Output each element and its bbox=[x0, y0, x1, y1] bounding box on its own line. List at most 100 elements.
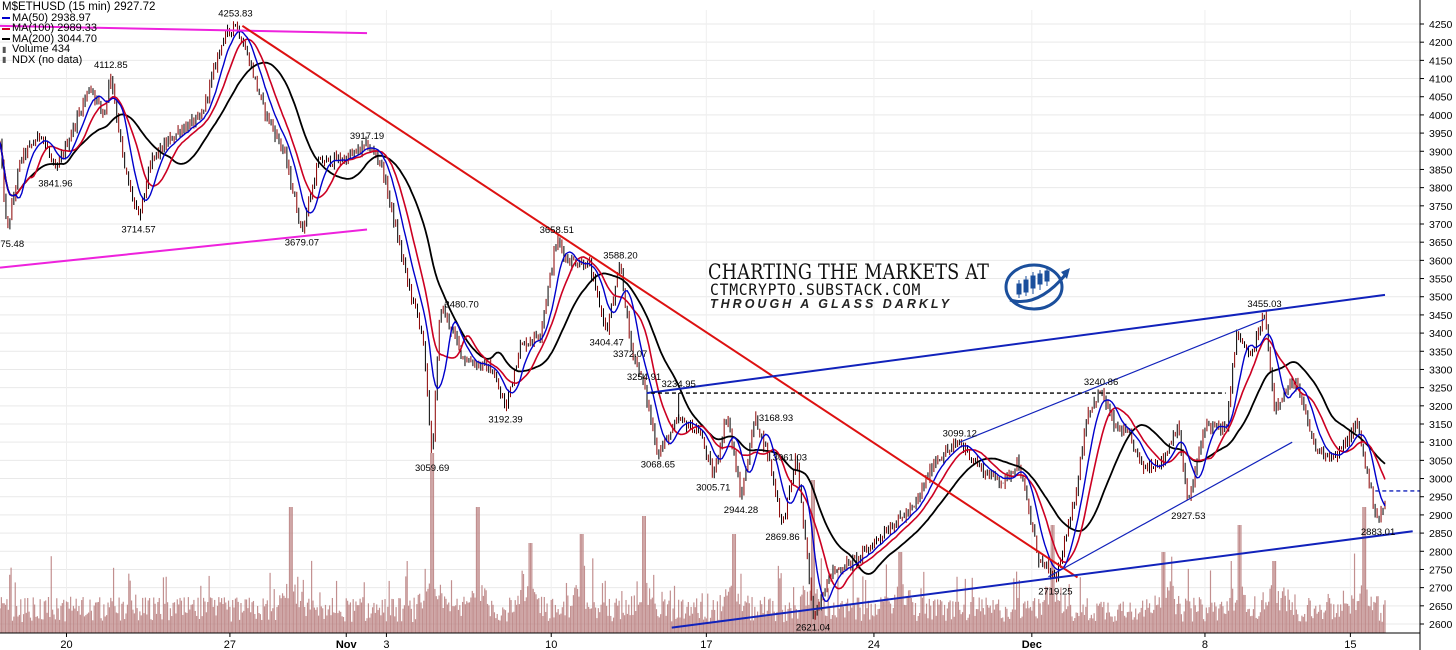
y-tick-label: 3100 bbox=[1429, 437, 1453, 449]
x-axis: 20 27 Nov 3 10 17 24 Dec 8 15 bbox=[0, 632, 1420, 650]
y-tick-label: 2850 bbox=[1429, 528, 1453, 540]
y-tick-label: 3650 bbox=[1429, 237, 1453, 249]
ma50-line bbox=[0, 30, 1386, 603]
watermark-line2: CTMCRYPTO.SUBSTACK.COM bbox=[710, 280, 922, 299]
chart-legend: M$ETHUSD (15 min) 2927.72 MA(50) 2938.97… bbox=[2, 1, 156, 66]
y-tick-label: 2700 bbox=[1429, 583, 1453, 595]
ndx-icon: ▮ bbox=[2, 55, 7, 65]
y-tick-label: 2750 bbox=[1429, 564, 1453, 576]
y-tick-label: 3150 bbox=[1429, 419, 1453, 431]
y-tick-label: 3300 bbox=[1429, 364, 1453, 376]
plot-background bbox=[0, 0, 1420, 650]
price-label: 2944.28 bbox=[724, 505, 758, 516]
price-label: 4253.83 bbox=[218, 9, 252, 20]
price-label: 3841.96 bbox=[38, 178, 72, 189]
price-label: 3168.93 bbox=[759, 413, 793, 424]
legend-title: M$ETHUSD (15 min) 2927.72 bbox=[2, 1, 156, 13]
y-tick-label: 4100 bbox=[1429, 74, 1453, 86]
legend-volume: ▮ Volume 434 bbox=[2, 43, 155, 56]
price-label: 2927.53 bbox=[1171, 511, 1205, 522]
price-label: 3192.39 bbox=[488, 415, 522, 426]
ma200-swatch bbox=[2, 38, 10, 41]
y-tick-label: 3450 bbox=[1429, 310, 1453, 322]
moving-averages bbox=[0, 30, 1386, 603]
y-tick-label: 3000 bbox=[1429, 474, 1453, 486]
trendline-downtrend bbox=[241, 24, 1079, 579]
price-label: 3372.07 bbox=[613, 349, 647, 360]
x-tick-label: 17 bbox=[700, 639, 712, 650]
price-label: 3059.69 bbox=[415, 463, 449, 474]
volume-icon: ▮ bbox=[2, 44, 7, 54]
trendline-rising-channel-top bbox=[959, 318, 1265, 443]
x-tick-label: 3 bbox=[383, 639, 389, 650]
y-tick-label: 2600 bbox=[1429, 619, 1453, 631]
price-label: 2719.25 bbox=[1038, 587, 1072, 598]
ma100-line bbox=[0, 38, 1386, 590]
ma100-swatch bbox=[2, 27, 10, 30]
price-label: 4112.85 bbox=[94, 60, 128, 71]
y-tick-label: 3550 bbox=[1429, 274, 1453, 286]
y-tick-label: 2800 bbox=[1429, 546, 1453, 558]
y-tick-label: 3700 bbox=[1429, 219, 1453, 231]
ma50-swatch bbox=[2, 17, 10, 20]
legend-ma200-label: MA(200) 3044.70 bbox=[12, 32, 97, 45]
trendline-channel-bottom bbox=[671, 530, 1413, 629]
y-tick-label: 3500 bbox=[1429, 292, 1453, 304]
legend-ndx: ▮ NDX (no data) bbox=[2, 54, 155, 66]
x-tick-label: 15 bbox=[1344, 639, 1356, 650]
x-tick-label: 24 bbox=[868, 639, 880, 650]
x-tick-label: 27 bbox=[224, 639, 236, 650]
watermark-line1: CHARTING THE MARKETS AT bbox=[708, 260, 990, 284]
price-label: 2869.86 bbox=[765, 532, 799, 543]
x-tick-label: Nov bbox=[336, 639, 358, 650]
y-tick-label: 3750 bbox=[1429, 201, 1453, 213]
price-label: 3455.03 bbox=[1247, 299, 1281, 310]
watermark-line3: THROUGH A GLASS DARKLY bbox=[710, 297, 952, 311]
x-tick-label: 8 bbox=[1202, 639, 1208, 650]
y-tick-label: 4050 bbox=[1429, 92, 1453, 104]
price-label: 3061.03 bbox=[773, 452, 807, 463]
trendline-rising-channel-bottom bbox=[1048, 441, 1293, 578]
y-tick-label: 3400 bbox=[1429, 328, 1453, 340]
y-tick-label: 3800 bbox=[1429, 183, 1453, 195]
y-tick-label: 4000 bbox=[1429, 110, 1453, 122]
y-tick-label: 2950 bbox=[1429, 492, 1453, 504]
price-label: 3480.70 bbox=[444, 300, 478, 311]
price-label: 3675.48 bbox=[0, 239, 24, 250]
y-tick-label: 4200 bbox=[1429, 37, 1453, 49]
y-tick-label: 3250 bbox=[1429, 383, 1453, 395]
trendline-channel-top bbox=[646, 293, 1386, 395]
y-axis: 2600 2650 2700 2750 2800 2850 2900 2950 3000 3050… bbox=[1419, 0, 1453, 650]
y-tick-label: 3600 bbox=[1429, 255, 1453, 267]
y-tick-label: 2650 bbox=[1429, 601, 1453, 613]
price-label: 3714.57 bbox=[121, 225, 155, 236]
y-tick-label: 3900 bbox=[1429, 146, 1453, 158]
ctm-logo-icon bbox=[1004, 263, 1070, 311]
y-tick-label: 3850 bbox=[1429, 164, 1453, 176]
price-label: 2621.04 bbox=[796, 622, 830, 633]
y-tick-label: 3200 bbox=[1429, 401, 1453, 413]
legend-ma100-label: MA(100) 2989.33 bbox=[12, 22, 97, 35]
y-tick-label: 3350 bbox=[1429, 346, 1453, 358]
price-label: 3404.47 bbox=[589, 337, 623, 348]
x-tick-label: 20 bbox=[60, 639, 72, 650]
legend-ma200: MA(200) 3044.70 bbox=[2, 32, 155, 45]
y-tick-label: 4150 bbox=[1429, 55, 1453, 67]
legend-ma50-label: MA(50) 2938.97 bbox=[12, 11, 91, 24]
price-labels: 3675.48 3841.96 4112.85 3714.57 4253.83 3679.… bbox=[0, 9, 1395, 634]
legend-ma100: MA(100) 2989.33 bbox=[2, 22, 155, 35]
price-label: 3679.07 bbox=[285, 238, 319, 249]
price-label: 3068.65 bbox=[641, 460, 675, 471]
y-tick-label: 2900 bbox=[1429, 510, 1453, 522]
price-candles bbox=[0, 21, 1386, 620]
price-label: 3005.71 bbox=[696, 482, 730, 493]
price-label: 2883.01 bbox=[1361, 527, 1395, 538]
volume-bars bbox=[0, 453, 1386, 633]
legend-ma50: MA(50) 2938.97 bbox=[2, 11, 155, 24]
ma200-line bbox=[0, 61, 1386, 575]
y-tick-label: 4250 bbox=[1429, 19, 1453, 31]
price-label: 3240.86 bbox=[1084, 377, 1118, 388]
legend-volume-label: Volume 434 bbox=[12, 43, 71, 56]
price-label: 3254.91 bbox=[627, 372, 661, 383]
